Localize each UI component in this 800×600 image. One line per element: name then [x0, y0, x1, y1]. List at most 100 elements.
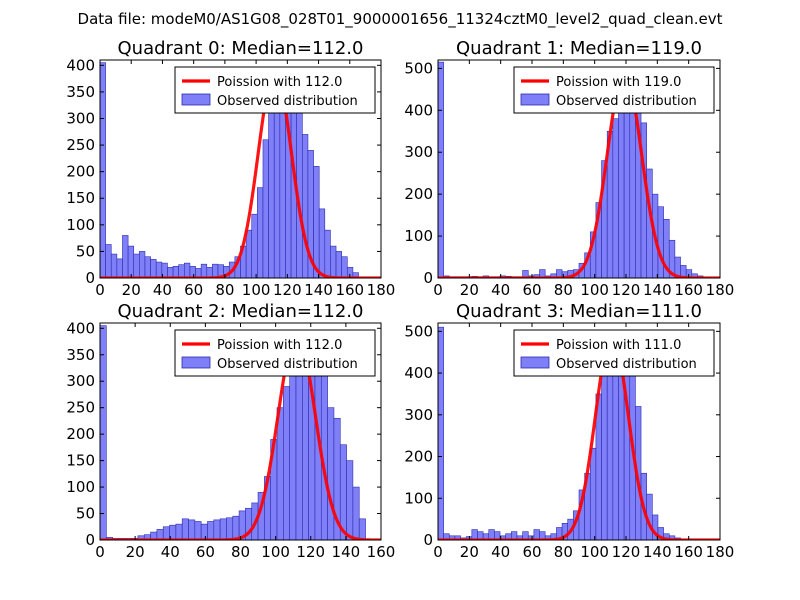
histogram-bar — [245, 229, 253, 278]
y-tick-label: 300 — [404, 143, 433, 161]
histogram-bar — [589, 447, 597, 540]
histogram-bar — [346, 460, 354, 540]
x-tick-label: 160 — [674, 281, 703, 299]
y-tick-label: 100 — [404, 227, 433, 245]
y-tick-label: 100 — [66, 216, 95, 234]
legend-bar-swatch — [181, 93, 211, 106]
legend: Poission with 112.0 Observed distribution — [174, 66, 376, 114]
histogram-bar — [276, 407, 284, 540]
y-tick-label: 300 — [404, 406, 433, 424]
y-tick-label: 250 — [66, 399, 95, 417]
y-tick-label: 50 — [76, 242, 95, 260]
y-tick-label: 350 — [66, 346, 95, 364]
histogram-bar — [601, 356, 608, 540]
histogram-bar — [100, 62, 106, 278]
y-tick-label: 200 — [66, 425, 95, 443]
histogram-bar — [172, 266, 179, 278]
x-tick-label: 20 — [460, 543, 479, 561]
y-tick-label: 300 — [66, 109, 95, 127]
axes-frame — [437, 322, 721, 541]
x-tick-label: 140 — [643, 281, 672, 299]
histogram-bar — [438, 326, 444, 540]
x-tick-label: 80 — [554, 543, 573, 561]
histogram-bar — [105, 244, 112, 278]
histogram-bar — [341, 256, 348, 278]
y-tick-label: 200 — [404, 185, 433, 203]
histogram-bar — [539, 269, 546, 278]
x-tick-label: 20 — [122, 281, 141, 299]
x-tick-label: 40 — [153, 281, 172, 299]
x-tick-label: 140 — [304, 281, 333, 299]
y-tick-label: 350 — [66, 83, 95, 101]
axes-frame — [437, 59, 721, 279]
panel-quadrant-1: Quadrant 1: Median=119.00 20 40 60 80 100 120 1… — [404, 38, 734, 299]
histogram-bar — [268, 112, 275, 278]
histogram-bar — [289, 370, 297, 540]
y-tick-label: 300 — [66, 372, 95, 390]
histogram-bar — [184, 262, 191, 278]
y-tick-label: 500 — [404, 59, 433, 77]
x-tick-label: 100 — [580, 543, 609, 561]
panel-quadrant-2: Quadrant 2: Median=112.0 0 20 40 60 80 100 120 1… — [66, 301, 395, 561]
x-tick-label: 80 — [215, 281, 234, 299]
histogram-bar — [100, 325, 107, 540]
legend-bar-swatch — [181, 356, 211, 369]
histogram-bar — [438, 61, 444, 278]
x-tick-label: 20 — [460, 281, 479, 299]
x-tick-label: 140 — [332, 543, 361, 561]
x-tick-label: 60 — [184, 281, 203, 299]
y-tick-label: 150 — [66, 189, 95, 207]
histogram-bar — [178, 264, 185, 278]
histogram-bar — [144, 256, 151, 278]
x-tick-label: 0 — [433, 543, 443, 561]
histogram-bar — [175, 523, 183, 540]
y-tick-label: 400 — [404, 101, 433, 119]
histogram-bar — [219, 518, 227, 540]
histogram-bar — [181, 518, 189, 540]
histogram-bar — [155, 261, 163, 278]
x-tick-label: 100 — [261, 543, 290, 561]
legend-entry-curve: Poission with 111.0 — [556, 338, 681, 353]
histogram-bar — [226, 517, 234, 540]
x-tick-label: 60 — [522, 543, 541, 561]
legend-entry-observed: Observed distribution — [217, 357, 358, 372]
x-tick-label: 60 — [522, 281, 541, 299]
histogram-bar — [324, 229, 331, 278]
legend-entry-observed: Observed distribution — [556, 94, 697, 109]
histogram-bar — [330, 245, 337, 278]
panel-quadrant-0: Quadrant 0: Median=112.00 20 40 60 80 100 120 1… — [66, 38, 395, 299]
histogram-bar — [335, 251, 342, 278]
axes-frame — [99, 59, 382, 279]
histogram-bar — [657, 206, 664, 278]
x-tick-label: 160 — [367, 543, 396, 561]
histogram-bar — [116, 258, 123, 278]
x-tick-label: 100 — [580, 281, 609, 299]
x-tick-label: 20 — [126, 543, 145, 561]
histogram-bar — [207, 521, 215, 540]
x-tick-label: 60 — [196, 543, 215, 561]
y-tick-label: 400 — [66, 56, 95, 74]
x-tick-label: 80 — [554, 281, 573, 299]
x-tick-label: 0 — [433, 281, 443, 299]
panel-title: Quadrant 0: Median=112.0 — [118, 38, 364, 59]
x-tick-label: 140 — [643, 543, 672, 561]
legend-entry-curve: Poission with 112.0 — [217, 338, 342, 353]
y-tick-label: 100 — [66, 478, 95, 496]
panel-title: Quadrant 3: Median=111.0 — [456, 301, 702, 322]
histogram-bar — [150, 259, 157, 278]
histogram-bar — [133, 253, 140, 278]
x-tick-label: 0 — [95, 543, 105, 561]
histogram-bar — [612, 118, 619, 278]
histogram-bar — [318, 208, 326, 278]
x-tick-label: 40 — [491, 281, 510, 299]
histogram-bars — [100, 325, 366, 540]
legend: Poission with 111.0 Observed distribution — [513, 329, 715, 377]
y-tick-label: 0 — [423, 531, 433, 549]
y-tick-label: 500 — [404, 322, 433, 340]
y-tick-label: 50 — [76, 505, 95, 523]
x-tick-label: 120 — [612, 543, 641, 561]
x-tick-label: 180 — [706, 281, 735, 299]
x-tick-label: 180 — [367, 281, 396, 299]
histogram-bar — [251, 213, 258, 278]
